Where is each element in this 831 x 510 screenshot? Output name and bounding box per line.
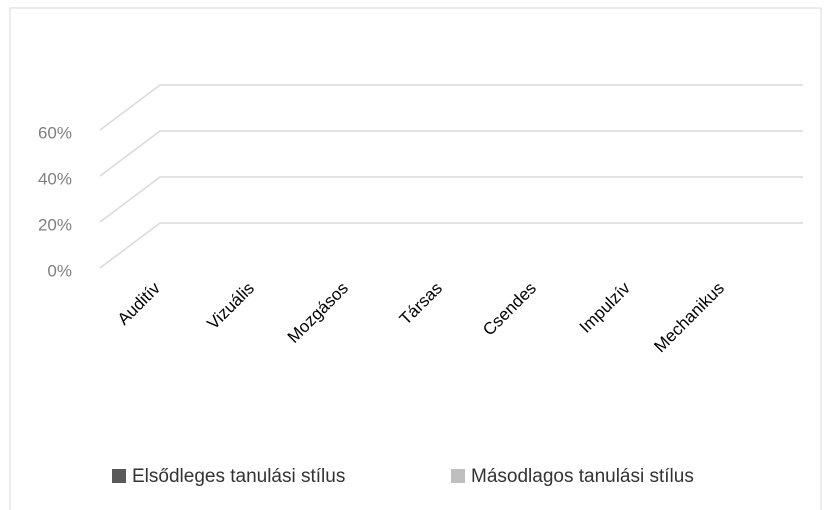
grid-line (99, 176, 803, 223)
x-tick-label: Társas (396, 279, 446, 329)
legend-swatch (451, 469, 465, 483)
grid-line (99, 130, 803, 177)
x-tick-label: Mechanikus (650, 279, 728, 357)
legend-label: Másodlagos tanulási stílus (471, 466, 694, 487)
y-tick-label: 60% (38, 123, 72, 142)
grid-line (99, 222, 803, 269)
chart-border (9, 7, 822, 510)
x-tick-label: Mozgásos (284, 279, 352, 347)
y-tick-label: 20% (38, 215, 72, 234)
legend-swatch (112, 469, 126, 483)
y-tick-label: 0% (47, 261, 72, 280)
x-tick-label: Auditív (114, 278, 165, 329)
y-tick-label: 40% (38, 169, 72, 188)
x-tick-label: Vizuális (203, 279, 258, 334)
x-tick-label: Impulzív (576, 278, 635, 337)
legend-label: Elsődleges tanulási stílus (132, 466, 345, 487)
x-tick-label: Csendes (479, 279, 540, 340)
grid-line (99, 84, 803, 131)
